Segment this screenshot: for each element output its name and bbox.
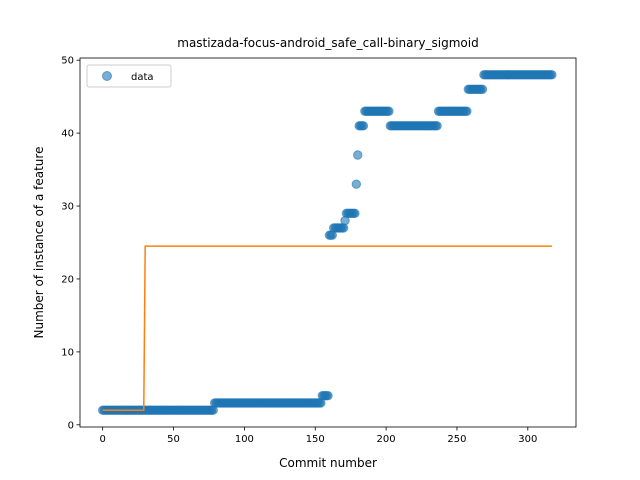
x-tick-label: 50 [167,434,180,445]
axes [79,57,577,428]
data-points [97,70,557,415]
data-point [477,84,488,95]
data-point [547,70,557,80]
y-tick-label: 20 [61,274,74,285]
x-tick-label: 100 [235,434,254,445]
data-point [353,150,363,160]
x-tick-label: 0 [99,434,105,445]
x-tick-label: 250 [447,434,466,445]
legend: data [86,64,172,88]
data-point [432,121,442,131]
y-tick-label: 50 [61,56,74,67]
y-tick-label: 0 [68,420,74,431]
legend-label: data [131,72,154,83]
legend-box [86,64,172,88]
fit-line-layer [102,245,552,411]
x-axis-label: Commit number [279,456,377,470]
data-point [358,121,369,131]
x-tick-label: 300 [518,434,537,445]
fit-line [102,245,552,411]
ticks: 0 50 100 150 200 250 300 0 10 20 30 40 50 [61,56,537,445]
plot-frame [79,57,577,428]
chart-title: mastizada-focus-android_safe_call-binary… [177,36,478,50]
data-point [462,106,472,116]
data-point [351,179,362,189]
y-axis-label: Number of instance of a feature [32,147,46,339]
data-point [384,106,394,116]
data-point [350,208,360,219]
data-point [323,390,333,401]
y-tick-label: 10 [61,347,74,358]
y-tick-label: 40 [61,129,74,140]
legend-marker [102,71,112,81]
y-tick-label: 30 [61,202,74,213]
x-tick-label: 150 [306,434,325,445]
x-tick-label: 200 [377,434,396,445]
